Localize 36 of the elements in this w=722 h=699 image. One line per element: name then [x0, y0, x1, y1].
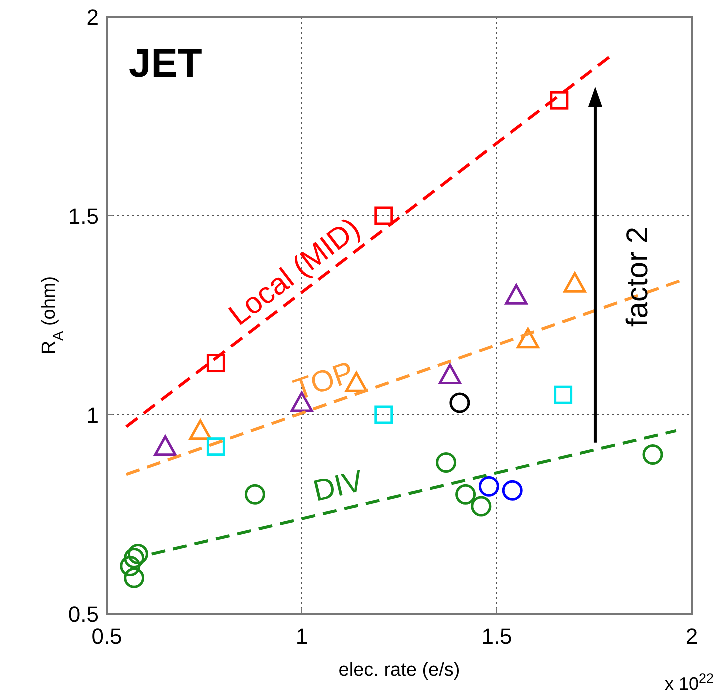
- text: x 10$^{22}$: [664, 670, 714, 694]
- y-tick-label: 0.5: [68, 602, 99, 627]
- x-axis-title: elec. rate (e/s): [338, 660, 460, 681]
- point: [554, 386, 573, 404]
- point: [154, 436, 177, 456]
- point: [244, 484, 266, 505]
- point: [128, 544, 148, 565]
- point: [124, 548, 145, 569]
- point: [374, 206, 394, 226]
- point: [642, 444, 664, 466]
- point: [550, 91, 569, 110]
- point: [436, 452, 457, 474]
- y-tick-label: 2: [86, 5, 99, 30]
- x-tick-label: 1: [296, 624, 308, 649]
- text: TOP: [290, 356, 358, 408]
- point: [206, 438, 226, 456]
- text: JET: [129, 42, 202, 86]
- point: [478, 476, 500, 497]
- point: [120, 556, 141, 576]
- point: [564, 272, 586, 293]
- point: [502, 480, 523, 501]
- point: [124, 568, 145, 588]
- y-tick-label: 1: [86, 403, 99, 428]
- point: [450, 392, 470, 414]
- x-tick-label: 1.5: [482, 624, 512, 649]
- annotation: factor 2: [621, 226, 654, 328]
- point: [206, 354, 226, 373]
- text: DIV: [310, 464, 367, 508]
- point: [505, 284, 528, 305]
- point: [438, 364, 462, 384]
- point: [471, 496, 492, 517]
- point: [189, 420, 212, 440]
- point: [456, 484, 476, 505]
- point: [374, 406, 394, 424]
- y-tick-label: 1.5: [68, 204, 99, 229]
- x-tick-label: 2: [686, 624, 698, 649]
